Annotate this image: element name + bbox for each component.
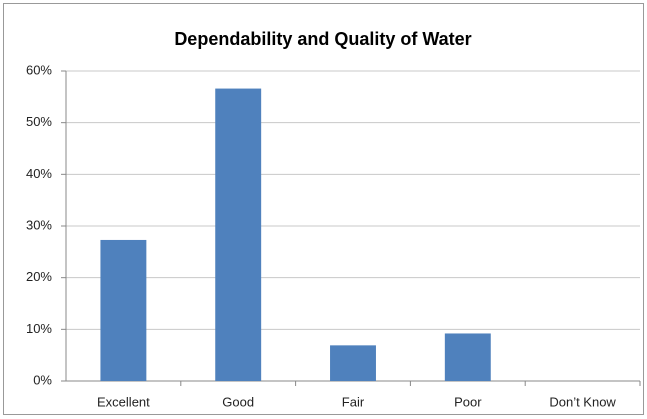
x-tick-label: Good xyxy=(222,394,254,409)
x-tick-label: Excellent xyxy=(97,394,150,409)
y-tick-label: 0% xyxy=(33,372,52,387)
y-tick-label: 20% xyxy=(26,269,52,284)
x-tick-label: Fair xyxy=(342,394,365,409)
bar xyxy=(100,239,147,381)
y-tick-label: 50% xyxy=(26,114,52,129)
y-tick-label: 30% xyxy=(26,217,52,232)
x-tick-label: Poor xyxy=(454,394,482,409)
bar xyxy=(215,88,262,382)
x-tick-label: Don’t Know xyxy=(549,394,616,409)
bar xyxy=(444,333,491,381)
bar xyxy=(330,345,376,381)
y-tick-label: 10% xyxy=(26,321,52,336)
chart-border xyxy=(3,3,644,415)
y-tick-label: 60% xyxy=(26,62,52,77)
chart-title: Dependability and Quality of Water xyxy=(174,29,471,49)
y-tick-label: 40% xyxy=(26,166,52,181)
